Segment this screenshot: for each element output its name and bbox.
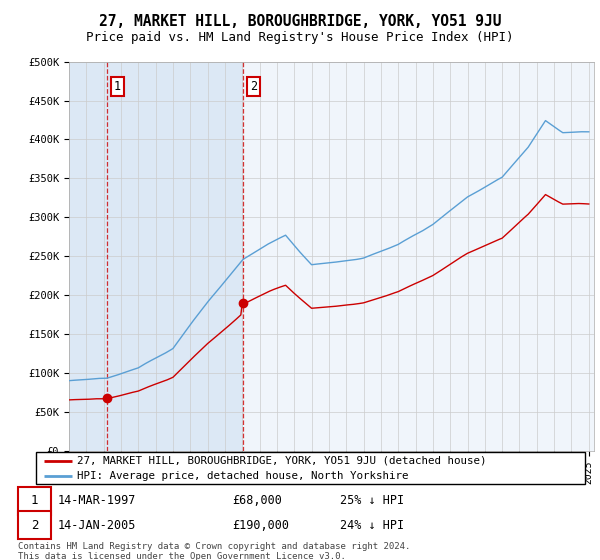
Text: 1: 1 xyxy=(31,494,38,507)
Text: £190,000: £190,000 xyxy=(233,519,290,532)
Text: 25% ↓ HPI: 25% ↓ HPI xyxy=(340,494,404,507)
Text: 1: 1 xyxy=(113,80,121,93)
Text: 2: 2 xyxy=(250,80,257,93)
Text: 27, MARKET HILL, BOROUGHBRIDGE, YORK, YO51 9JU: 27, MARKET HILL, BOROUGHBRIDGE, YORK, YO… xyxy=(99,14,501,29)
Text: 14-JAN-2005: 14-JAN-2005 xyxy=(58,519,136,532)
Text: 14-MAR-1997: 14-MAR-1997 xyxy=(58,494,136,507)
Text: £68,000: £68,000 xyxy=(233,494,283,507)
Bar xyxy=(69,62,243,451)
FancyBboxPatch shape xyxy=(19,487,51,515)
Text: Price paid vs. HM Land Registry's House Price Index (HPI): Price paid vs. HM Land Registry's House … xyxy=(86,31,514,44)
Text: 24% ↓ HPI: 24% ↓ HPI xyxy=(340,519,404,532)
Bar xyxy=(243,62,598,451)
FancyBboxPatch shape xyxy=(19,511,51,539)
Text: 2: 2 xyxy=(31,519,38,532)
Text: HPI: Average price, detached house, North Yorkshire: HPI: Average price, detached house, Nort… xyxy=(77,470,409,480)
Text: 27, MARKET HILL, BOROUGHBRIDGE, YORK, YO51 9JU (detached house): 27, MARKET HILL, BOROUGHBRIDGE, YORK, YO… xyxy=(77,456,487,466)
Text: Contains HM Land Registry data © Crown copyright and database right 2024.
This d: Contains HM Land Registry data © Crown c… xyxy=(18,542,410,560)
